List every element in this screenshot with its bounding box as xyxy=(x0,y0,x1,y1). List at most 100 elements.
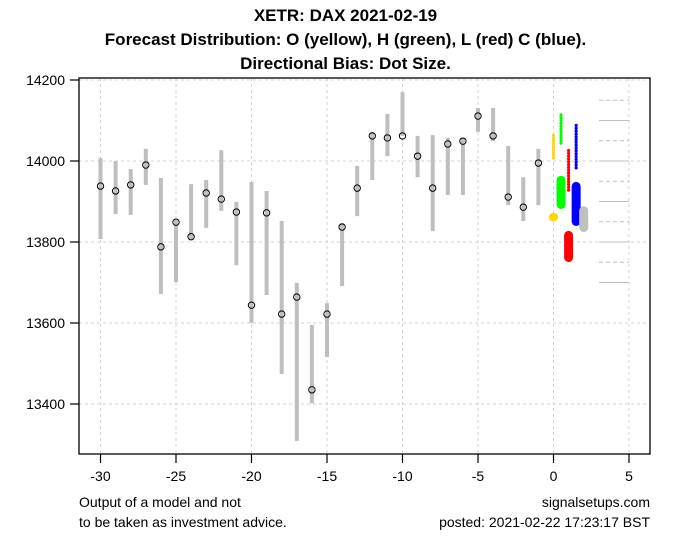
forecast-small-dot-low xyxy=(567,163,571,167)
disclaimer-line-2: to be taken as investment advice. xyxy=(79,514,287,530)
forecast-small-dot-open xyxy=(551,150,556,155)
forecast-small-dot-high xyxy=(559,118,563,123)
forecast-small-dot-close xyxy=(574,149,578,153)
forecast-small-dot-open xyxy=(551,136,556,140)
x-tick-label: -5 xyxy=(472,468,485,484)
forecast-small-dot-low xyxy=(567,154,571,158)
axes: -30 -25 -20 -15 -10 -5 0 5 13400 13600 13800 14000 1… xyxy=(26,72,633,484)
close-dot xyxy=(368,132,376,140)
close-dot xyxy=(278,310,286,318)
site-credit: signalsetups.com xyxy=(541,494,650,510)
y-tick-label: 14000 xyxy=(26,153,65,169)
forecast-small-dot-high xyxy=(559,135,563,140)
close-dot xyxy=(383,134,392,142)
forecast-small-dot-open xyxy=(551,145,556,149)
forecast-small-dot-low xyxy=(567,174,571,178)
forecast-small-dot-low xyxy=(567,188,571,192)
close-dot xyxy=(474,112,482,120)
forecast-small-dot-close xyxy=(574,123,578,127)
forecast-small-dot-high xyxy=(559,113,563,117)
close-dot xyxy=(187,233,195,241)
forecast-small-dot-low xyxy=(567,148,571,153)
forecast-small-dot-open xyxy=(551,153,556,157)
close-dot xyxy=(111,187,120,195)
forecast-small-dot-close xyxy=(574,135,578,139)
disclaimer-line-1: Output of a model and not xyxy=(79,494,241,510)
forecast-small-dot-high xyxy=(559,141,563,145)
chart-title: XETR: DAX 2021-02-19 xyxy=(253,6,438,25)
forecast-small-dot-low xyxy=(567,165,571,170)
close-dot xyxy=(247,301,256,309)
forecast-small-dot-close xyxy=(574,163,578,167)
forecast-small-dot-close xyxy=(574,154,578,159)
close-dot xyxy=(459,137,467,145)
forecast-small-dot-high xyxy=(559,133,563,137)
forecast-small-dot-close xyxy=(574,129,578,133)
plot-frame xyxy=(78,77,651,455)
close-dot xyxy=(262,209,271,217)
y-tick-label: 13800 xyxy=(26,234,65,250)
forecast-small-dot-low xyxy=(567,160,571,164)
close-dot xyxy=(519,203,527,211)
forecast-small-dot-low xyxy=(567,171,571,175)
x-tick-label: -10 xyxy=(392,468,412,484)
close-dot xyxy=(172,218,180,226)
forecast-small-dot-close xyxy=(574,126,578,130)
forecast-small-dot-high xyxy=(559,138,563,142)
history-bars xyxy=(96,92,543,441)
chart-subtitle-bias: Directional Bias: Dot Size. xyxy=(240,54,451,73)
forecast-small-dot-close xyxy=(574,143,578,147)
close-dot xyxy=(353,184,361,192)
forecast-small-dot-low xyxy=(567,157,571,161)
forecast-small-dot-open xyxy=(551,148,556,152)
close-dot xyxy=(504,193,512,201)
close-dot xyxy=(96,182,105,190)
forecast-small-dot-open xyxy=(551,156,556,160)
forecast-small-dot-high xyxy=(559,121,563,125)
close-dot xyxy=(157,243,165,251)
forecast-large-dots-close xyxy=(571,181,581,226)
close-dot xyxy=(127,181,135,189)
forecast-distribution xyxy=(549,113,589,263)
chart-subtitle: Forecast Distribution: O (yellow), H (gr… xyxy=(104,30,587,49)
forecast-small-dot-low xyxy=(567,180,571,184)
forecast-small-dot-close xyxy=(574,152,578,156)
forecast-small-dot-close xyxy=(574,160,578,164)
close-dot xyxy=(429,184,437,192)
x-tick-label: -15 xyxy=(317,468,337,484)
forecast-small-dot-open xyxy=(551,142,556,146)
forecast-large-dots-high xyxy=(556,175,566,209)
forecast-small-dot-low xyxy=(567,168,571,172)
y-tick-label: 13600 xyxy=(26,315,65,331)
close-dot xyxy=(398,132,407,140)
forecast-small-dot-close xyxy=(574,140,578,144)
close-dot xyxy=(293,293,301,301)
y-tick-label: 13400 xyxy=(26,396,65,412)
forecast-small-dot-close xyxy=(574,137,578,142)
close-dot xyxy=(489,132,497,140)
forecast-small-dot-close xyxy=(574,157,578,161)
reference-levels xyxy=(599,99,629,283)
close-dot xyxy=(413,152,422,160)
close-dot xyxy=(308,386,316,394)
x-tick-label: -30 xyxy=(90,468,110,484)
forecast-small-dot-high xyxy=(559,130,563,134)
forecast-small-dot-close xyxy=(574,146,578,150)
close-dot xyxy=(444,140,452,148)
grid-lines xyxy=(79,78,650,454)
posted-timestamp: posted: 2021-02-22 17:23:17 BST xyxy=(439,514,650,530)
x-tick-label: -20 xyxy=(241,468,261,484)
close-dot xyxy=(338,223,346,231)
x-tick-label: 5 xyxy=(625,468,633,484)
forecast-small-dot-open xyxy=(551,133,556,138)
close-dot xyxy=(232,208,241,216)
close-dot xyxy=(534,159,543,167)
x-tick-label: 0 xyxy=(550,468,558,484)
forecast-small-dot-high xyxy=(559,116,563,120)
forecast-small-dot-low xyxy=(567,151,571,155)
close-dot xyxy=(202,189,210,197)
forecast-small-dot-low xyxy=(567,185,571,189)
close-dot xyxy=(323,310,331,318)
current-range-bar xyxy=(579,206,589,233)
